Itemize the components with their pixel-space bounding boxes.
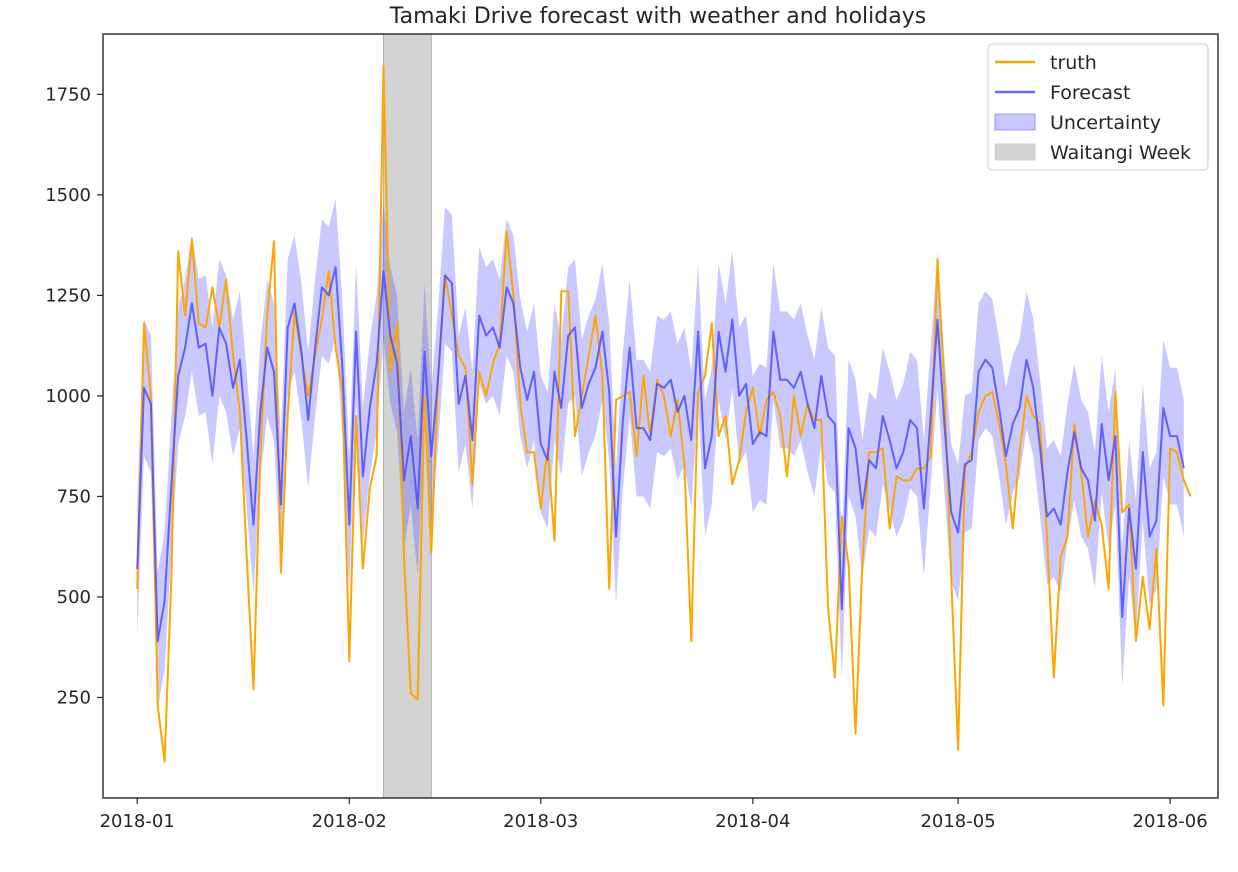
chart-title: Tamaki Drive forecast with weather and h… bbox=[389, 4, 926, 29]
legend-label-uncertainty: Uncertainty bbox=[1050, 112, 1161, 134]
legend-swatch-uncertainty bbox=[994, 113, 1036, 131]
y-tick-label: 1500 bbox=[45, 185, 91, 206]
y-axis: 250 500 750 1000 1250 1500 1750 bbox=[45, 84, 103, 708]
x-tick-label: 2018-05 bbox=[920, 811, 995, 832]
x-axis: 2018-01 2018-02 2018-03 2018-04 2018-05 2018-… bbox=[100, 798, 1208, 832]
x-tick-label: 2018-06 bbox=[1133, 811, 1208, 832]
legend-label-waitangi-week: Waitangi Week bbox=[1050, 142, 1191, 164]
x-tick-label: 2018-04 bbox=[715, 811, 790, 832]
series-line-forecast bbox=[136, 266, 1185, 643]
uncertainty-layer bbox=[137, 198, 1184, 710]
legend-label-truth: truth bbox=[1050, 52, 1097, 74]
y-tick-label: 1750 bbox=[45, 84, 91, 105]
series-layer bbox=[136, 65, 1192, 763]
y-tick-label: 500 bbox=[57, 587, 91, 608]
plot-frame bbox=[102, 33, 1219, 799]
x-tick-label: 2018-03 bbox=[503, 811, 578, 832]
legend: truth Forecast Uncertainty Waitangi Week bbox=[987, 43, 1209, 171]
x-tick-label: 2018-02 bbox=[312, 811, 387, 832]
y-tick-label: 750 bbox=[57, 486, 91, 507]
legend-label-forecast: Forecast bbox=[1050, 82, 1130, 104]
y-tick-label: 1000 bbox=[45, 386, 91, 407]
uncertainty-band bbox=[137, 198, 1184, 710]
legend-box bbox=[987, 43, 1209, 171]
legend-swatch-waitangi-week bbox=[994, 143, 1036, 161]
y-tick-label: 250 bbox=[57, 687, 91, 708]
y-tick-label: 1250 bbox=[45, 285, 91, 306]
x-tick-label: 2018-01 bbox=[100, 811, 175, 832]
